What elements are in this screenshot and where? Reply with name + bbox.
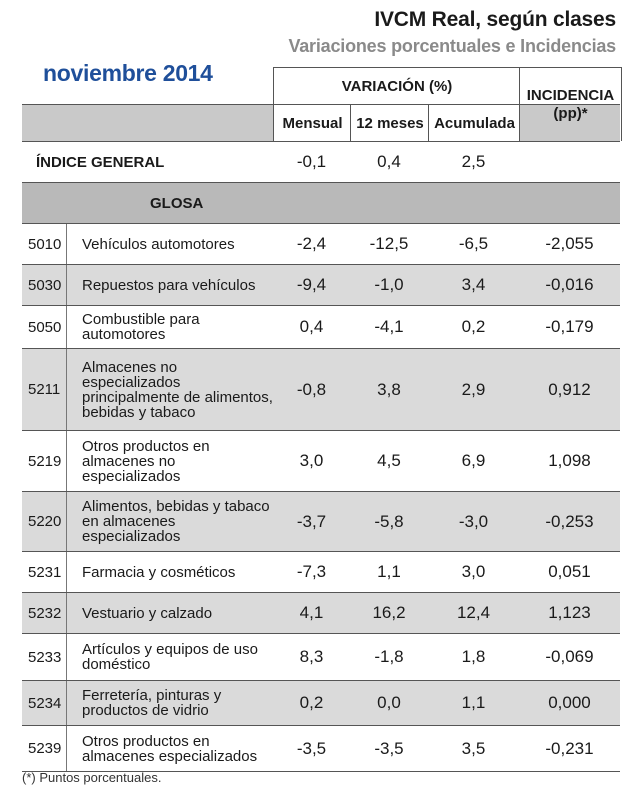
row-name: Repuestos para vehículos <box>82 276 256 294</box>
col-acumulada: Acumulada <box>428 105 520 141</box>
incidencia-header: INCIDENCIA (pp)* <box>519 67 622 141</box>
row-code: 5030 <box>22 265 67 305</box>
glosa-label: GLOSA <box>150 194 204 212</box>
row-incidencia: -0,016 <box>545 275 594 294</box>
col-12-meses: 12 meses <box>350 105 429 141</box>
row-acumulada: 3,0 <box>461 562 486 581</box>
row-12-meses: -4,1 <box>374 317 404 336</box>
row-name: Otros productos en almacenes especializa… <box>82 732 258 765</box>
row-acumulada: 1,1 <box>461 693 486 712</box>
table-row: 5050 Combustible para automotores 0,4 -4… <box>22 306 620 349</box>
report-subtitle: Variaciones porcentuales e Incidencias <box>288 36 616 56</box>
general-acumulada: 2,5 <box>461 152 486 171</box>
report-period: noviembre 2014 <box>43 60 213 86</box>
row-code: 5234 <box>22 681 67 725</box>
row-mensual: -0,8 <box>296 379 327 399</box>
row-code: 5211 <box>22 349 67 430</box>
row-mensual: -7,3 <box>296 562 327 581</box>
table-row: 5211 Almacenes no especializados princip… <box>22 349 620 431</box>
table-row: 5232 Vestuario y calzado 4,1 16,2 12,4 1… <box>22 593 620 634</box>
footnote: (*) Puntos porcentuales. <box>22 770 162 785</box>
row-acumulada: 1,8 <box>461 647 486 666</box>
row-mensual: 0,4 <box>299 317 324 336</box>
row-incidencia: 1,123 <box>548 603 591 622</box>
row-mensual: -9,4 <box>296 275 327 294</box>
row-incidencia: 0,912 <box>548 379 591 399</box>
row-incidencia: -0,069 <box>545 647 594 666</box>
report-title: IVCM Real, según clases <box>374 8 616 31</box>
row-name: Almacenes no especializados principalmen… <box>82 358 273 421</box>
general-12-meses: 0,4 <box>377 152 401 171</box>
row-12-meses: -12,5 <box>369 234 409 253</box>
variacion-header: VARIACIÓN (%) <box>273 67 520 105</box>
general-mensual: -0,1 <box>296 152 327 171</box>
row-acumulada: 12,4 <box>456 603 491 622</box>
general-index-row: ÍNDICE GENERAL -0,1 0,4 2,5 <box>22 142 620 183</box>
table-header-columns: Mensual 12 meses Acumulada <box>22 104 620 141</box>
row-mensual: 3,0 <box>299 451 324 470</box>
row-12-meses: 4,5 <box>377 451 401 470</box>
row-code: 5239 <box>22 726 67 771</box>
row-acumulada: 6,9 <box>461 451 486 470</box>
row-mensual: -3,7 <box>296 511 327 531</box>
row-code: 5010 <box>22 224 67 264</box>
row-12-meses: 16,2 <box>372 603 406 622</box>
row-mensual: 4,1 <box>299 603 324 622</box>
table-header-top: VARIACIÓN (%) INCIDENCIA (pp)* <box>22 67 622 141</box>
col-mensual: Mensual <box>273 105 351 141</box>
row-code: 5050 <box>22 306 67 348</box>
row-mensual: -3,5 <box>296 738 327 758</box>
incidencia-unit: (pp)* <box>553 104 588 122</box>
table-row: 5219 Otros productos en almacenes no esp… <box>22 431 620 492</box>
general-index-label: ÍNDICE GENERAL <box>36 153 165 171</box>
row-acumulada: -6,5 <box>458 234 489 253</box>
table-row: 5239 Otros productos en almacenes especi… <box>22 726 620 772</box>
row-12-meses: 1,1 <box>377 562 401 581</box>
row-name: Otros productos en almacenes no especial… <box>82 437 210 485</box>
header-rule <box>22 141 620 142</box>
row-name: Vehículos automotores <box>82 235 235 253</box>
row-incidencia: 1,098 <box>548 451 591 470</box>
table-row: 5231 Farmacia y cosméticos -7,3 1,1 3,0 … <box>22 552 620 593</box>
row-12-meses: -5,8 <box>374 511 404 531</box>
row-code: 5220 <box>22 492 67 551</box>
row-incidencia: 0,000 <box>548 693 591 712</box>
row-incidencia: -0,179 <box>545 317 594 336</box>
row-12-meses: 0,0 <box>377 693 401 712</box>
row-name: Vestuario y calzado <box>82 604 213 622</box>
glosa-header-row: GLOSA <box>22 183 620 224</box>
row-incidencia: -0,231 <box>545 738 594 758</box>
row-acumulada: 3,4 <box>461 275 486 294</box>
row-code: 5231 <box>22 552 67 592</box>
row-name: Artículos y equipos de uso doméstico <box>82 641 258 673</box>
row-mensual: -2,4 <box>296 234 327 253</box>
row-12-meses: -3,5 <box>374 738 404 758</box>
table-row: 5030 Repuestos para vehículos -9,4 -1,0 … <box>22 265 620 306</box>
row-acumulada: 2,9 <box>461 379 486 399</box>
row-12-meses: 3,8 <box>377 379 401 399</box>
row-12-meses: -1,8 <box>374 647 404 666</box>
row-acumulada: 0,2 <box>461 317 486 336</box>
row-name: Ferretería, pinturas y productos de vidr… <box>82 687 222 719</box>
table-row: 5234 Ferretería, pinturas y productos de… <box>22 681 620 726</box>
table-row: 5220 Alimentos, bebidas y tabaco en alma… <box>22 492 620 552</box>
row-incidencia: -0,253 <box>545 511 594 531</box>
row-mensual: 8,3 <box>299 647 324 666</box>
row-incidencia: 0,051 <box>548 562 591 581</box>
row-acumulada: 3,5 <box>461 738 486 758</box>
row-name: Combustible para automotores <box>82 311 200 343</box>
row-mensual: 0,2 <box>299 693 324 712</box>
data-table: VARIACIÓN (%) INCIDENCIA (pp)* Mensual 1… <box>22 67 622 772</box>
row-12-meses: -1,0 <box>374 275 404 294</box>
row-incidencia: -2,055 <box>545 234 594 253</box>
row-name: Farmacia y cosméticos <box>82 563 236 581</box>
row-acumulada: -3,0 <box>458 511 489 531</box>
row-code: 5232 <box>22 593 67 633</box>
row-code: 5233 <box>22 634 67 680</box>
incidencia-label: INCIDENCIA <box>526 86 615 104</box>
table-row: 5010 Vehículos automotores -2,4 -12,5 -6… <box>22 224 620 265</box>
row-name: Alimentos, bebidas y tabaco en almacenes… <box>82 498 270 545</box>
table-row: 5233 Artículos y equipos de uso doméstic… <box>22 634 620 681</box>
row-code: 5219 <box>22 431 67 491</box>
